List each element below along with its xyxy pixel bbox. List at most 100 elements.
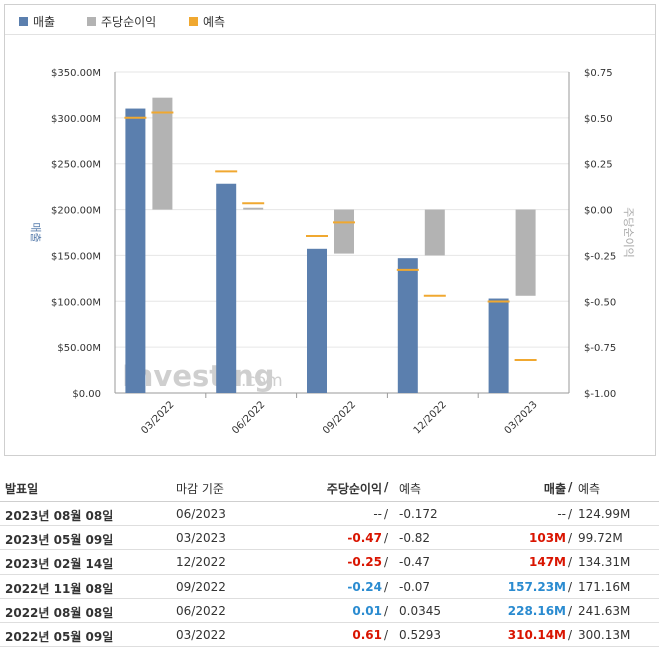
left-tick-label: $300.00M (51, 114, 101, 125)
legend-label-eps: 주당순이익 (101, 15, 157, 29)
left-axis-title: 매출 (29, 222, 42, 242)
row-revenue-actual: -- (557, 507, 566, 521)
x-tick-label: 09/2022 (321, 399, 358, 436)
row-revenue-actual: 103M (529, 531, 566, 546)
earnings-bar-chart: $0.00 $50.00M $100.00M $150.00M $200.00M $250… (29, 68, 635, 436)
header-slash: / (384, 480, 389, 494)
row-date: 2023년 05월 09일 (5, 533, 114, 548)
row-period: 12/2022 (176, 555, 226, 570)
revenue-bar (125, 108, 146, 393)
watermark-main: Investing (122, 359, 274, 393)
row-revenue-actual: 228.16M (507, 603, 566, 618)
row-eps-forecast: -0.47 (399, 555, 431, 570)
revenue-bar (397, 258, 418, 393)
row-period: 03/2023 (176, 531, 226, 546)
row-eps-forecast: -0.82 (399, 531, 431, 546)
row-eps-forecast: 0.5293 (399, 627, 441, 642)
row-slash: / (384, 507, 389, 521)
legend-item-revenue[interactable]: 매출 (19, 13, 55, 30)
investing-watermark: Investing.com (122, 359, 283, 393)
row-eps-actual: -- (373, 507, 382, 521)
legend-swatch-revenue (19, 17, 28, 26)
row-slash: / (568, 507, 573, 521)
eps-bar (424, 209, 445, 256)
eps-bar (243, 207, 264, 210)
earnings-chart-panel: 매출 주당순이익 예측 $0.00 $50.00M $100.00M $150.00M… (4, 4, 656, 456)
left-tick-label: $0.00 (72, 389, 101, 400)
row-date: 2022년 08월 08일 (5, 605, 114, 620)
left-tick-label: $350.00M (51, 68, 101, 79)
row-slash: / (384, 579, 389, 594)
header-eps[interactable]: 주당순이익 (326, 482, 382, 496)
revenue-bar (488, 298, 509, 393)
row-slash: / (384, 627, 389, 642)
x-tick-label: 06/2022 (230, 399, 267, 436)
row-slash: / (568, 603, 573, 618)
row-slash: / (568, 579, 573, 594)
eps-bar (515, 209, 536, 296)
row-revenue-actual: 310.14M (507, 627, 566, 642)
row-date: 2022년 11월 08일 (5, 581, 114, 596)
chart-legend: 매출 주당순이익 예측 (5, 5, 655, 35)
row-slash: / (568, 627, 573, 642)
row-eps-actual: 0.01 (352, 603, 382, 618)
row-revenue-forecast: 300.13M (578, 627, 631, 642)
left-tick-label: $100.00M (51, 297, 101, 308)
table-row: 2022년 08월 08일 06/2022 0.01/0.0345 228.16M/2… (0, 599, 659, 623)
right-tick-label: $-1.00 (584, 389, 616, 400)
row-slash: / (568, 531, 573, 546)
header-revenue[interactable]: 매출 (543, 482, 566, 496)
row-revenue-forecast: 124.99M (578, 507, 631, 521)
left-tick-label: $250.00M (51, 160, 101, 171)
eps-bar (152, 97, 173, 210)
revenue-bar (216, 183, 237, 393)
x-tick-label: 03/2023 (503, 399, 540, 436)
legend-item-forecast[interactable]: 예측 (189, 13, 225, 30)
header-slash: / (568, 480, 573, 494)
right-tick-label: $0.00 (584, 206, 613, 217)
right-tick-label: $0.75 (584, 68, 613, 79)
watermark-suffix: .com (241, 371, 283, 391)
header-date[interactable]: 발표일 (5, 482, 39, 496)
row-period: 06/2023 (176, 507, 226, 521)
x-tick-label: 12/2022 (412, 399, 449, 436)
earnings-history-table: 발표일 마감 기준 주당순이익 / 예측 매출 / 예측 2023년 08월 0… (0, 476, 659, 648)
legend-label-revenue: 매출 (33, 15, 56, 29)
row-eps-forecast: 0.0345 (399, 603, 441, 618)
row-revenue-forecast: 171.16M (578, 579, 631, 594)
right-tick-label: $0.50 (584, 114, 613, 125)
header-period[interactable]: 마감 기준 (176, 482, 224, 496)
header-eps-forecast[interactable]: 예측 (399, 482, 422, 496)
row-date: 2023년 08월 08일 (5, 509, 114, 523)
row-date: 2022년 05월 09일 (5, 629, 114, 644)
row-eps-forecast: -0.07 (399, 579, 431, 594)
right-tick-label: $-0.75 (584, 343, 616, 354)
x-tick-label: 03/2022 (139, 399, 176, 436)
legend-swatch-eps (87, 17, 96, 26)
table-row: 2023년 08월 08일 06/2023 -- / -0.172 --/124.99M (0, 502, 659, 527)
row-eps-actual: -0.47 (347, 531, 382, 546)
table-row: 2023년 02월 14일 12/2022 -0.25/-0.47 147M/134.… (0, 550, 659, 575)
legend-label-forecast: 예측 (203, 15, 226, 29)
row-revenue-actual: 147M (529, 555, 566, 570)
row-revenue-forecast: 241.63M (578, 603, 631, 618)
row-slash: / (384, 555, 389, 570)
right-tick-label: $-0.25 (584, 251, 616, 262)
legend-swatch-forecast (189, 17, 198, 26)
row-period: 03/2022 (176, 627, 226, 642)
legend-item-eps[interactable]: 주당순이익 (87, 13, 156, 30)
table-row: 2022년 11월 08일 09/2022 -0.24/-0.07 157.23M/1… (0, 575, 659, 599)
row-eps-actual: 0.61 (352, 627, 382, 642)
row-revenue-actual: 157.23M (507, 579, 566, 594)
header-revenue-forecast[interactable]: 예측 (578, 482, 601, 496)
row-slash: / (568, 555, 573, 570)
row-slash: / (384, 603, 389, 618)
eps-bar (334, 209, 354, 254)
row-slash: / (384, 531, 389, 546)
row-period: 09/2022 (176, 579, 226, 594)
left-tick-label: $150.00M (51, 251, 101, 262)
right-tick-label: $-0.50 (584, 297, 616, 308)
row-eps-actual: -0.24 (347, 579, 382, 594)
row-revenue-forecast: 99.72M (578, 531, 623, 546)
left-tick-label: $200.00M (51, 206, 101, 217)
